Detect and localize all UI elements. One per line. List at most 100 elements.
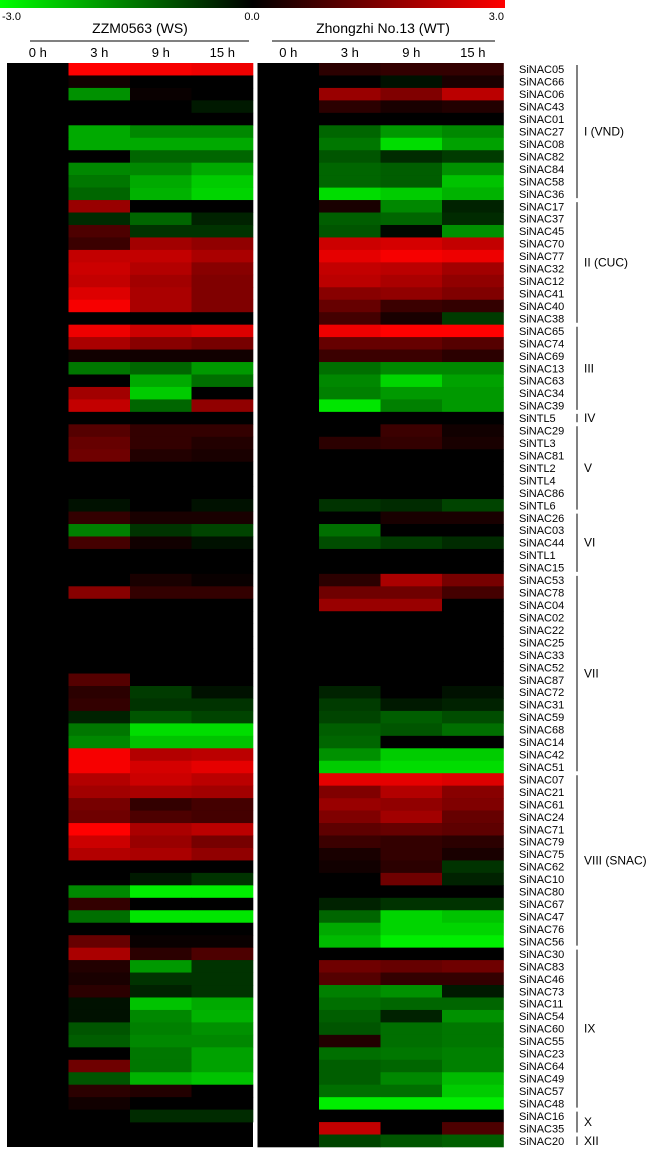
gene-label: SiNAC16	[519, 1111, 564, 1123]
heatmap-cell	[130, 125, 192, 139]
heatmap-cell	[191, 474, 254, 487]
heatmap-cell	[319, 162, 381, 176]
heatmap-cell	[442, 935, 504, 948]
heatmap-cell	[319, 773, 381, 786]
heatmap-cell	[7, 224, 69, 238]
heatmap-cell	[7, 1084, 69, 1098]
heatmap-cell	[257, 449, 320, 463]
heatmap-cell	[257, 698, 320, 712]
heatmap-cell	[319, 486, 381, 500]
heatmap-cell	[442, 112, 504, 126]
heatmap-cell	[380, 112, 443, 126]
heatmap-cell	[380, 1047, 443, 1061]
heatmap-cell	[257, 411, 320, 425]
heatmap-cell	[380, 548, 443, 562]
heatmap-cell	[130, 623, 192, 637]
heatmap-cell	[319, 673, 381, 687]
heatmap-cell	[7, 75, 69, 89]
heatmap-cell	[191, 960, 254, 973]
heatmap-cell	[191, 449, 254, 463]
heatmap-cell	[380, 1134, 443, 1148]
heatmap-cell	[380, 673, 443, 687]
heatmap-cell	[191, 162, 254, 176]
heatmap-cell	[7, 63, 69, 76]
heatmap-cell	[257, 860, 320, 874]
heatmap-cell	[7, 723, 69, 737]
heatmap-cell	[319, 362, 381, 375]
heatmap-cell	[442, 835, 504, 849]
heatmap-cell	[442, 810, 504, 824]
heatmap-cell	[68, 399, 131, 413]
heatmap-cell	[130, 237, 192, 251]
heatmap-cell	[7, 362, 69, 375]
heatmap-cell	[191, 399, 254, 413]
heatmap-cell	[380, 661, 443, 674]
heatmap-cell	[319, 312, 381, 325]
heatmap-cell	[257, 611, 320, 624]
gene-label: SiNAC57	[519, 1086, 564, 1098]
heatmap-cell	[442, 1034, 504, 1048]
heatmap-cell	[7, 524, 69, 537]
heatmap-cell	[130, 810, 192, 824]
heatmap-cell	[319, 573, 381, 587]
heatmap-cell	[7, 511, 69, 525]
gene-label: SiNAC23	[519, 1049, 564, 1061]
heatmap-cell	[68, 885, 131, 899]
heatmap-cell	[442, 63, 504, 76]
heatmap-cell	[7, 386, 69, 400]
heatmap-cell	[442, 436, 504, 450]
heatmap-cell	[130, 661, 192, 674]
heatmap-cell	[257, 187, 320, 201]
heatmap-cell	[319, 249, 381, 263]
gene-label: SiNAC22	[519, 625, 564, 637]
heatmap-cell	[191, 511, 254, 525]
gene-label: SiNAC31	[519, 700, 564, 712]
heatmap-cell	[7, 299, 69, 313]
heatmap-cell	[68, 723, 131, 737]
heatmap-cell	[319, 611, 381, 624]
heatmap-cell	[130, 1009, 192, 1023]
gene-label: SiNAC61	[519, 799, 564, 811]
heatmap-cell	[442, 997, 504, 1011]
heatmap-cell	[380, 411, 443, 425]
heatmap-cell	[130, 224, 192, 238]
heatmap-cell	[68, 137, 131, 151]
heatmap-cell	[68, 112, 131, 126]
heatmap-cell	[68, 299, 131, 313]
heatmap-cell	[68, 548, 131, 562]
heatmap-cell	[7, 922, 69, 936]
heatmap-cell	[7, 897, 69, 911]
heatmap-cell	[68, 411, 131, 425]
heatmap-cell	[130, 1084, 192, 1098]
heatmap-cell	[380, 910, 443, 924]
heatmap-cell	[380, 162, 443, 176]
heatmap-cell	[191, 1034, 254, 1048]
heatmap-cell	[7, 249, 69, 263]
heatmap-cell	[257, 249, 320, 263]
gene-label: SiNAC14	[519, 737, 564, 749]
heatmap-cell	[380, 897, 443, 911]
heatmap-cell	[130, 823, 192, 836]
heatmap-cell	[319, 200, 381, 213]
heatmap-cell	[319, 698, 381, 712]
gene-label: SiNAC26	[519, 513, 564, 525]
heatmap-cell	[7, 374, 69, 388]
heatmap-cell	[7, 411, 69, 425]
heatmap-cell	[257, 87, 320, 101]
heatmap-cell	[319, 187, 381, 201]
heatmap-cell	[191, 499, 254, 512]
gene-label: SiNAC34	[519, 388, 564, 400]
heatmap-cell	[442, 773, 504, 786]
heatmap-cell	[380, 735, 443, 749]
heatmap-cell	[442, 100, 504, 114]
heatmap-cell	[191, 935, 254, 948]
heatmap-cell	[380, 75, 443, 89]
gene-label: SiNAC77	[519, 251, 564, 263]
heatmap-cell	[130, 710, 192, 724]
heatmap-cell	[130, 835, 192, 849]
heatmap-cell	[7, 661, 69, 674]
heatmap-cell	[257, 200, 320, 213]
gene-label: SiNAC04	[519, 600, 564, 612]
panel-title-ws: ZZM0563 (WS)	[92, 20, 188, 36]
heatmap-cell	[7, 424, 69, 438]
